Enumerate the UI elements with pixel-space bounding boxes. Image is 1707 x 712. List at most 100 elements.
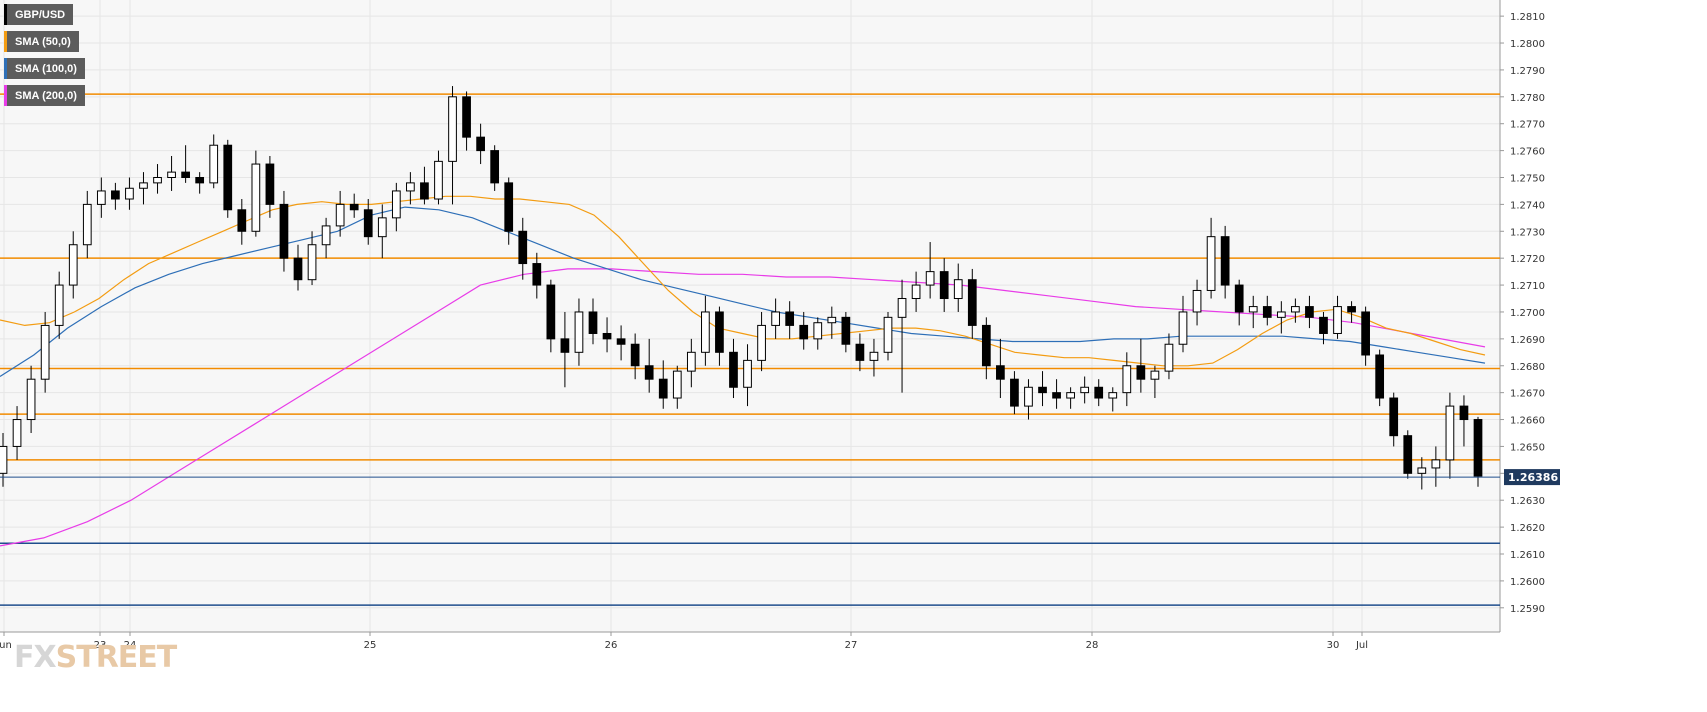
y-tick-label: 1.2700 bbox=[1510, 308, 1545, 319]
y-tick-label: 1.2630 bbox=[1510, 496, 1545, 507]
x-tick-label: Jun bbox=[0, 640, 12, 651]
y-tick-label: 1.2650 bbox=[1510, 442, 1545, 453]
candle-body bbox=[1066, 392, 1075, 399]
y-tick-label: 1.2800 bbox=[1510, 39, 1545, 50]
candle-body bbox=[1445, 405, 1455, 461]
candle-body bbox=[1347, 306, 1356, 313]
candle-body bbox=[1150, 370, 1160, 380]
x-tick-label: 25 bbox=[364, 640, 377, 651]
candle-body bbox=[1473, 419, 1483, 477]
legend-swatch-gbpusd bbox=[4, 4, 7, 25]
candle-body bbox=[490, 150, 500, 184]
candle-body bbox=[504, 182, 514, 232]
y-tick-label: 1.2680 bbox=[1510, 362, 1545, 373]
legend-item-sma100[interactable]: SMA (100,0) bbox=[4, 58, 85, 79]
watermark-street: STREET bbox=[55, 640, 178, 675]
candle-body bbox=[1417, 467, 1427, 474]
candle-body bbox=[1094, 386, 1104, 399]
candle-body bbox=[827, 316, 837, 324]
legend-item-sma200[interactable]: SMA (200,0) bbox=[4, 85, 85, 106]
candle-body bbox=[265, 163, 275, 205]
candle-body bbox=[1010, 378, 1019, 407]
sma50-line bbox=[0, 195, 1486, 367]
x-tick-label: 24 bbox=[124, 640, 137, 651]
candle-body bbox=[111, 190, 120, 200]
candle-body bbox=[1108, 392, 1118, 399]
legend-swatch-sma100 bbox=[4, 58, 7, 79]
candle-body bbox=[1361, 311, 1370, 356]
candle-body bbox=[167, 171, 176, 178]
sma200-line bbox=[0, 268, 1486, 547]
candle-body bbox=[0, 445, 8, 474]
candle-body bbox=[1024, 386, 1033, 407]
legend-swatch-sma50 bbox=[4, 31, 7, 52]
candle-body bbox=[476, 136, 485, 152]
legend-swatch-sma200 bbox=[4, 85, 7, 106]
candle-body bbox=[757, 324, 766, 361]
legend-label-gbpusd: GBP/USD bbox=[15, 8, 66, 21]
candle-body bbox=[237, 209, 247, 232]
candle-body bbox=[518, 230, 528, 265]
candle-body bbox=[406, 182, 415, 192]
candle-body bbox=[40, 324, 50, 380]
candle-body bbox=[1080, 386, 1090, 394]
y-tick-label: 1.2710 bbox=[1510, 281, 1545, 292]
x-tick-label: 26 bbox=[605, 640, 618, 651]
candle-body bbox=[939, 271, 949, 300]
candle-body bbox=[139, 182, 148, 189]
legend-item-sma50[interactable]: SMA (50,0) bbox=[4, 31, 79, 52]
candle-body bbox=[996, 365, 1005, 380]
candle-body bbox=[1262, 306, 1272, 318]
y-tick-label: 1.2770 bbox=[1510, 120, 1545, 131]
candle-body bbox=[125, 187, 134, 200]
candle-body bbox=[1375, 354, 1385, 399]
x-tick-label: 30 bbox=[1327, 640, 1340, 651]
y-tick-label: 1.2690 bbox=[1510, 335, 1545, 346]
candle-body bbox=[701, 311, 710, 353]
legend-label-sma200: SMA (200,0) bbox=[15, 89, 77, 102]
candle-body bbox=[925, 271, 935, 286]
candle-body bbox=[1403, 435, 1413, 474]
candle-body bbox=[967, 279, 977, 326]
candle-body bbox=[1136, 365, 1146, 380]
candle-body bbox=[630, 343, 640, 367]
candle-body bbox=[293, 257, 303, 281]
y-tick-label: 1.2610 bbox=[1510, 550, 1545, 561]
candle-body bbox=[686, 351, 696, 372]
candle-body bbox=[1178, 311, 1188, 345]
candle-body bbox=[532, 263, 542, 286]
watermark-fx: FX bbox=[14, 640, 57, 675]
candle-body bbox=[1291, 306, 1300, 313]
candle-body bbox=[349, 203, 359, 211]
candle-body bbox=[602, 332, 612, 340]
candle-body bbox=[897, 298, 907, 318]
y-tick-label: 1.2590 bbox=[1510, 604, 1545, 615]
chart-legend: GBP/USD SMA (50,0) SMA (100,0) SMA (200,… bbox=[4, 4, 85, 112]
candle-body bbox=[1052, 392, 1061, 399]
candle-body bbox=[560, 338, 570, 353]
candle-body bbox=[729, 351, 738, 388]
candle-body bbox=[321, 225, 331, 246]
candle-body bbox=[195, 176, 205, 184]
candle-body bbox=[26, 378, 36, 421]
candle-body bbox=[209, 144, 219, 184]
y-tick-label: 1.2720 bbox=[1510, 254, 1545, 265]
x-tick-label: 27 bbox=[845, 640, 858, 651]
candle-body bbox=[1431, 459, 1441, 469]
sma100-line bbox=[0, 206, 1486, 378]
candle-body bbox=[1206, 236, 1216, 291]
candle-body bbox=[1319, 316, 1328, 334]
candle-body bbox=[54, 284, 64, 326]
y-tick-label: 1.2810 bbox=[1510, 12, 1545, 23]
candle-body bbox=[1333, 306, 1342, 334]
x-tick-label: 28 bbox=[1086, 640, 1099, 651]
candle-body bbox=[1389, 397, 1399, 437]
candle-body bbox=[855, 343, 865, 361]
legend-item-gbpusd[interactable]: GBP/USD bbox=[4, 4, 74, 25]
candle-body bbox=[841, 316, 851, 345]
candle-body bbox=[307, 244, 317, 281]
y-tick-label: 1.2750 bbox=[1510, 173, 1545, 184]
candle-body bbox=[785, 311, 795, 326]
candle-body bbox=[420, 182, 429, 200]
